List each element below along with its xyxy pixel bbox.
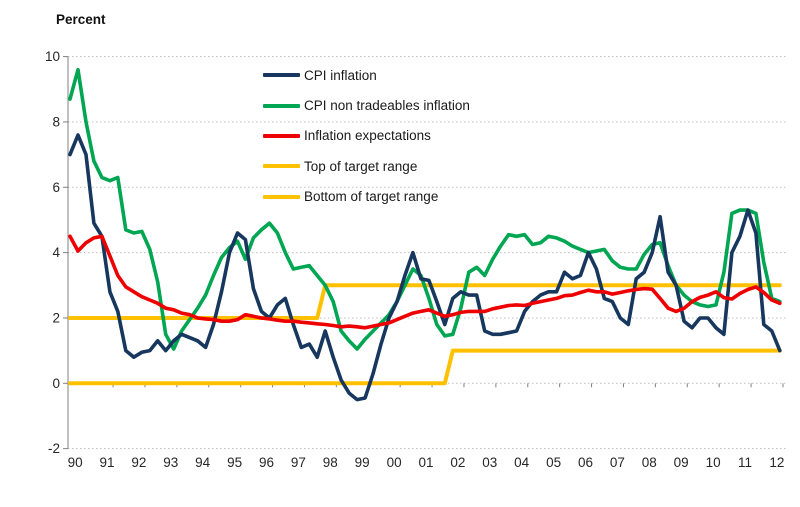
x-tick-label: 02 <box>450 455 465 470</box>
legend-label: Top of target range <box>304 158 418 174</box>
x-tick-label: 05 <box>546 455 561 470</box>
expectations-line-swatch <box>263 133 300 138</box>
chart-legend: CPI inflation CPI non tradeables inflati… <box>263 60 470 212</box>
x-tick-label: 06 <box>578 455 593 470</box>
y-tick-label: 4 <box>52 245 60 260</box>
x-tick-label: 00 <box>387 455 402 470</box>
x-tick-label: 04 <box>514 455 530 470</box>
y-tick-label: -2 <box>48 441 60 456</box>
legend-label: CPI non tradeables inflation <box>304 98 470 114</box>
x-tick-label: 96 <box>259 455 274 470</box>
inflation-expectations-line <box>68 234 782 330</box>
x-tick-label: 03 <box>482 455 497 470</box>
x-tick-label: 12 <box>769 455 784 470</box>
legend-label: Bottom of target range <box>304 189 439 205</box>
x-tick-label: 01 <box>418 455 433 470</box>
x-tick-label: 99 <box>355 455 370 470</box>
x-tick-label: 91 <box>99 455 114 470</box>
x-tick-label: 09 <box>674 455 689 470</box>
x-tick-label: 92 <box>131 455 146 470</box>
bottom-target-range-line <box>68 348 782 386</box>
y-tick-label: 8 <box>52 114 60 129</box>
legend-item-top-target: Top of target range <box>263 151 470 181</box>
y-tick-label: 10 <box>45 49 60 64</box>
x-tick-label: 11 <box>738 455 752 470</box>
cpi-inflation-line-swatch <box>263 73 300 78</box>
legend-item-bottom-target: Bottom of target range <box>263 182 470 212</box>
x-tick-label: 10 <box>706 455 721 470</box>
legend-item-cpi-inflation: CPI inflation <box>263 60 470 90</box>
bottom-target-line-swatch <box>263 194 300 199</box>
x-tick-label: 95 <box>227 455 242 470</box>
x-tick-label: 90 <box>68 455 83 470</box>
non-tradeables-line-swatch <box>263 103 300 108</box>
x-tick-label: 08 <box>642 455 657 470</box>
top-target-line-swatch <box>263 164 300 169</box>
legend-label: CPI inflation <box>304 67 377 83</box>
y-tick-label: 6 <box>52 180 60 195</box>
y-tick-label: 0 <box>52 376 60 391</box>
x-tick-label: 93 <box>163 455 178 470</box>
x-tick-label: 94 <box>195 455 211 470</box>
legend-item-non-tradeables: CPI non tradeables inflation <box>263 90 470 120</box>
x-tick-label: 07 <box>610 455 625 470</box>
cpi-inflation-line <box>68 133 782 402</box>
legend-item-expectations: Inflation expectations <box>263 121 470 151</box>
legend-label: Inflation expectations <box>304 128 431 144</box>
axis-title-percent: Percent <box>56 12 106 27</box>
x-tick-label: 97 <box>291 455 306 470</box>
y-tick-label: 2 <box>52 310 60 325</box>
x-tick-label: 98 <box>323 455 338 470</box>
cpi-non-tradeables-line <box>68 67 782 351</box>
